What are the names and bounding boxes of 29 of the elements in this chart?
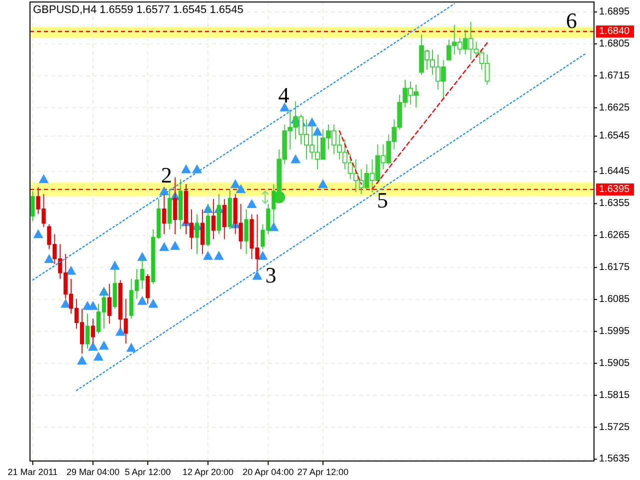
y-tick-label: 1.5635 bbox=[599, 454, 630, 465]
annotation: 4 bbox=[278, 82, 290, 108]
ref-line-label: 1.6840 bbox=[599, 26, 630, 37]
y-tick-label: 1.6805 bbox=[599, 38, 630, 50]
x-tick-label: 27 Apr 12:00 bbox=[297, 467, 348, 477]
x-tick-label: 20 Apr 04:00 bbox=[242, 467, 294, 477]
x-tick-label: 29 Mar 04:00 bbox=[66, 467, 120, 477]
y-tick-label: 1.5815 bbox=[599, 390, 630, 401]
chart-title: GBPUSD,H4 1.6559 1.6577 1.6545 1.6545 bbox=[33, 4, 244, 16]
annotation: 5 bbox=[377, 187, 388, 212]
y-tick-label: 1.6895 bbox=[599, 6, 630, 18]
y-tick-label: 1.5995 bbox=[599, 326, 630, 337]
ref-line-label: 1.6395 bbox=[599, 184, 630, 195]
x-tick-label: 5 Apr 12:00 bbox=[124, 467, 171, 477]
annotation: 2 bbox=[160, 162, 172, 188]
x-tick-label: 21 Mar 2011 bbox=[8, 467, 58, 477]
annotation: 3 bbox=[265, 262, 276, 288]
y-tick-label: 1.6265 bbox=[599, 230, 630, 242]
y-tick-label: 1.6715 bbox=[599, 70, 630, 82]
y-tick-label: 1.6085 bbox=[599, 294, 630, 305]
y-tick-label: 1.5725 bbox=[599, 422, 630, 433]
y-tick-label: 1.6625 bbox=[599, 102, 630, 114]
y-tick-label: 1.5905 bbox=[599, 358, 630, 369]
x-tick-label: 12 Apr 20:00 bbox=[182, 467, 234, 477]
annotation: 6 bbox=[566, 8, 577, 33]
y-tick-label: 1.6175 bbox=[599, 262, 630, 274]
y-tick-label: 1.6355 bbox=[599, 198, 630, 210]
y-tick-label: 1.6445 bbox=[599, 166, 630, 178]
y-tick-label: 1.6545 bbox=[599, 130, 630, 142]
